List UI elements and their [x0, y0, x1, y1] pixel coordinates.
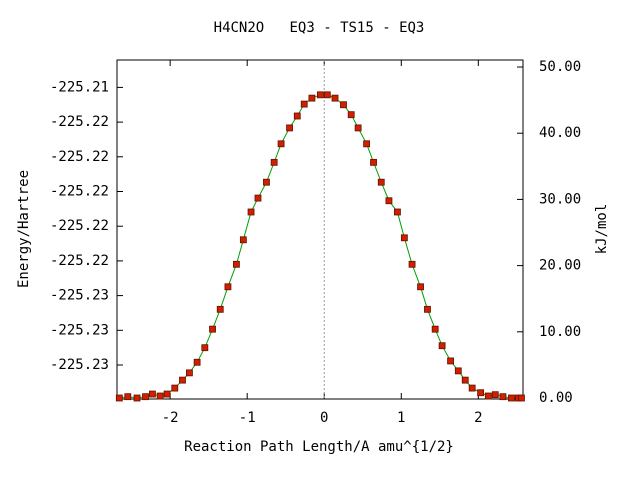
data-point	[216, 305, 224, 313]
data-point	[224, 283, 232, 291]
data-point	[468, 384, 476, 392]
y2-tick-label: 50.00	[539, 59, 581, 75]
data-point	[316, 91, 324, 99]
data-point	[394, 208, 401, 216]
data-point	[193, 358, 201, 366]
data-point	[247, 208, 255, 216]
data-point	[163, 390, 171, 398]
chart-title: H4CN2O EQ3 - TS15 - EQ3	[214, 20, 425, 36]
plot-frame	[116, 59, 524, 400]
data-point	[340, 101, 347, 109]
data-point	[385, 197, 393, 205]
data-point	[508, 394, 515, 402]
data-point	[484, 392, 492, 400]
y-tick-label: -225.22	[50, 114, 109, 130]
data-point	[400, 234, 408, 242]
data-point	[518, 394, 525, 402]
data-point	[417, 283, 424, 291]
data-point	[209, 325, 216, 333]
y2-axis-label: kJ/mol	[594, 204, 610, 255]
data-point	[461, 376, 469, 384]
data-point	[447, 357, 454, 365]
data-point	[300, 100, 308, 108]
y-tick-label: -225.22	[50, 149, 109, 165]
data-point	[286, 124, 293, 132]
x-tick-label: 0	[320, 410, 328, 426]
data-point	[499, 393, 507, 401]
data-point	[491, 391, 499, 399]
data-point	[239, 236, 247, 244]
y-axis-label: Energy/Hartree	[16, 170, 32, 288]
data-point	[363, 140, 371, 148]
data-point	[263, 178, 270, 186]
data-point	[323, 91, 331, 99]
data-point	[370, 158, 377, 166]
x-tick-label: 2	[474, 410, 482, 426]
y2-tick-label: 10.00	[539, 324, 581, 340]
x-tick-label: 1	[397, 410, 405, 426]
data-point	[254, 194, 262, 202]
x-tick-label: -2	[162, 410, 179, 426]
y-tick-label: -225.23	[50, 357, 109, 373]
data-point	[142, 393, 149, 401]
data-point	[186, 369, 193, 377]
data-point	[408, 260, 416, 268]
y-tick-label: -225.22	[50, 253, 109, 269]
data-point	[115, 394, 123, 402]
data-point	[171, 384, 179, 392]
data-point	[354, 124, 362, 132]
y-tick-label: -225.23	[50, 288, 109, 304]
data-point	[156, 392, 164, 400]
data-point	[149, 390, 156, 398]
data-point	[124, 393, 132, 401]
data-point	[454, 367, 462, 375]
y2-tick-label: 30.00	[539, 191, 581, 207]
data-point	[347, 111, 355, 119]
data-point	[201, 344, 209, 352]
data-point	[438, 342, 446, 350]
y-tick-label: -225.22	[50, 184, 109, 200]
data-point	[331, 94, 339, 102]
data-point	[308, 94, 316, 102]
data-point	[179, 376, 186, 384]
y-tick-label: -225.21	[50, 79, 109, 95]
data-point	[293, 112, 301, 120]
x-axis-label: Reaction Path Length/A amu^{1/2}	[184, 439, 454, 455]
y-tick-label: -225.22	[50, 218, 109, 234]
data-point	[424, 305, 431, 313]
x-tick-label: -1	[239, 410, 256, 426]
data-point	[233, 260, 240, 268]
y2-tick-label: 20.00	[539, 258, 581, 274]
y-tick-label: -225.23	[50, 322, 109, 338]
data-point	[270, 158, 278, 166]
y2-tick-label: 0.00	[539, 390, 573, 406]
data-point	[133, 394, 141, 402]
data-point	[477, 389, 485, 397]
y2-tick-label: 40.00	[539, 125, 581, 141]
data-point	[377, 178, 385, 186]
data-point	[277, 140, 285, 148]
data-point	[431, 325, 439, 333]
